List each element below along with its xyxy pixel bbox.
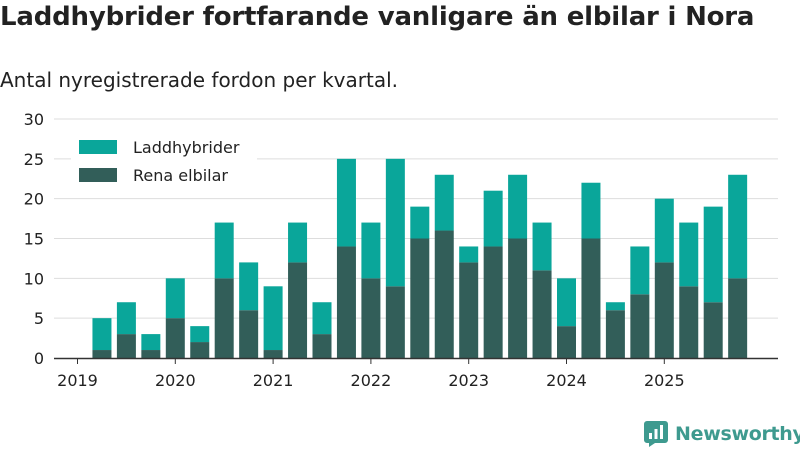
bar-rena-elbilar [581, 238, 601, 358]
legend-label: Laddhybrider [133, 138, 240, 157]
bar-rena-elbilar [459, 262, 479, 358]
bar-laddhybrider [508, 174, 528, 239]
bar-laddhybrider [385, 158, 405, 287]
y-tick-label: 30 [24, 110, 44, 129]
bar-rena-elbilar [679, 286, 699, 358]
bar-laddhybrider [312, 302, 332, 335]
bar-laddhybrider [410, 206, 430, 239]
bar-laddhybrider [703, 206, 723, 303]
bar-rena-elbilar [141, 350, 161, 358]
bar-laddhybrider [214, 222, 234, 279]
bar-laddhybrider [361, 222, 381, 279]
bar-laddhybrider [459, 246, 479, 263]
bar-rena-elbilar [336, 246, 356, 358]
x-tick-label: 2025 [644, 371, 685, 390]
x-tick-label: 2022 [351, 371, 392, 390]
bar-rena-elbilar [557, 326, 576, 358]
bar-laddhybrider [532, 222, 552, 271]
bar-rena-elbilar [288, 262, 308, 358]
bar-laddhybrider [116, 302, 136, 335]
bar-rena-elbilar [703, 302, 723, 358]
y-tick-label: 10 [24, 269, 44, 288]
bar-laddhybrider [630, 246, 650, 295]
newsworthy-logo-icon [644, 421, 668, 447]
y-tick-label: 25 [24, 150, 44, 169]
bar-rena-elbilar [434, 230, 454, 358]
bar-laddhybrider [728, 174, 748, 279]
bar-rena-elbilar [361, 278, 381, 358]
bar-rena-elbilar [605, 310, 625, 358]
y-tick-label: 15 [24, 230, 44, 249]
bar-laddhybrider [483, 190, 503, 247]
bar-rena-elbilar [532, 270, 552, 358]
bar-rena-elbilar [214, 278, 234, 358]
y-tick-label: 20 [24, 190, 44, 209]
x-tick-label: 2024 [546, 371, 587, 390]
bar-rena-elbilar [116, 334, 136, 358]
bar-rena-elbilar [165, 318, 185, 358]
bar-rena-elbilar [92, 350, 112, 358]
bar-rena-elbilar [508, 238, 528, 358]
bar-laddhybrider [336, 158, 356, 247]
bar-laddhybrider [263, 286, 283, 351]
chart-subtitle: Antal nyregistrerade fordon per kvartal. [0, 68, 399, 92]
bar-rena-elbilar [654, 262, 674, 358]
y-tick-label: 0 [34, 349, 44, 368]
bar-rena-elbilar [483, 246, 503, 358]
bar-rena-elbilar [263, 350, 283, 358]
bar-laddhybrider [679, 222, 699, 287]
bar-laddhybrider [165, 278, 185, 319]
bar-rena-elbilar [385, 286, 405, 358]
legend-swatch [79, 168, 117, 182]
x-tick-label: 2019 [57, 371, 98, 390]
bar-rena-elbilar [728, 278, 748, 358]
bar-laddhybrider [190, 326, 210, 343]
brand-logo: Newsworthy [644, 418, 800, 450]
legend-swatch [79, 140, 117, 154]
x-tick-label: 2021 [253, 371, 294, 390]
bar-rena-elbilar [190, 342, 210, 358]
bar-laddhybrider [239, 262, 259, 311]
y-tick-label: 5 [34, 309, 44, 328]
bar-laddhybrider [141, 334, 161, 351]
bar-rena-elbilar [630, 294, 650, 358]
chart-title: Laddhybrider fortfarande vanligare än el… [0, 2, 755, 32]
bar-rena-elbilar [312, 334, 332, 358]
bar-laddhybrider [581, 182, 601, 239]
bar-laddhybrider [557, 278, 576, 327]
x-tick-label: 2020 [155, 371, 196, 390]
bar-laddhybrider [434, 174, 454, 231]
legend-label: Rena elbilar [133, 166, 228, 185]
bar-laddhybrider [605, 302, 625, 311]
bar-rena-elbilar [410, 238, 430, 358]
bar-laddhybrider [654, 198, 674, 263]
x-tick-label: 2023 [448, 371, 489, 390]
bar-laddhybrider [92, 318, 112, 351]
bar-laddhybrider [288, 222, 308, 263]
brand-name: Newsworthy [675, 423, 800, 445]
bar-rena-elbilar [239, 310, 259, 358]
